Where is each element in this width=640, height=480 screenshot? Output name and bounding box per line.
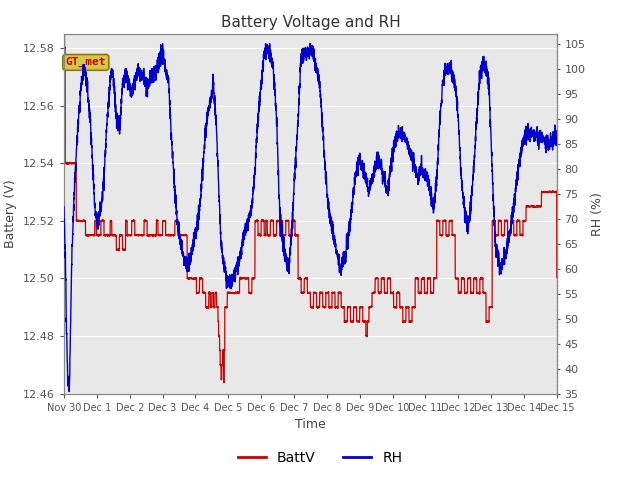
Y-axis label: Battery (V): Battery (V) — [4, 180, 17, 248]
Y-axis label: RH (%): RH (%) — [591, 192, 604, 236]
Legend: BattV, RH: BattV, RH — [232, 445, 408, 471]
Text: GT_met: GT_met — [65, 57, 106, 68]
Title: Battery Voltage and RH: Battery Voltage and RH — [221, 15, 400, 30]
X-axis label: Time: Time — [295, 418, 326, 431]
